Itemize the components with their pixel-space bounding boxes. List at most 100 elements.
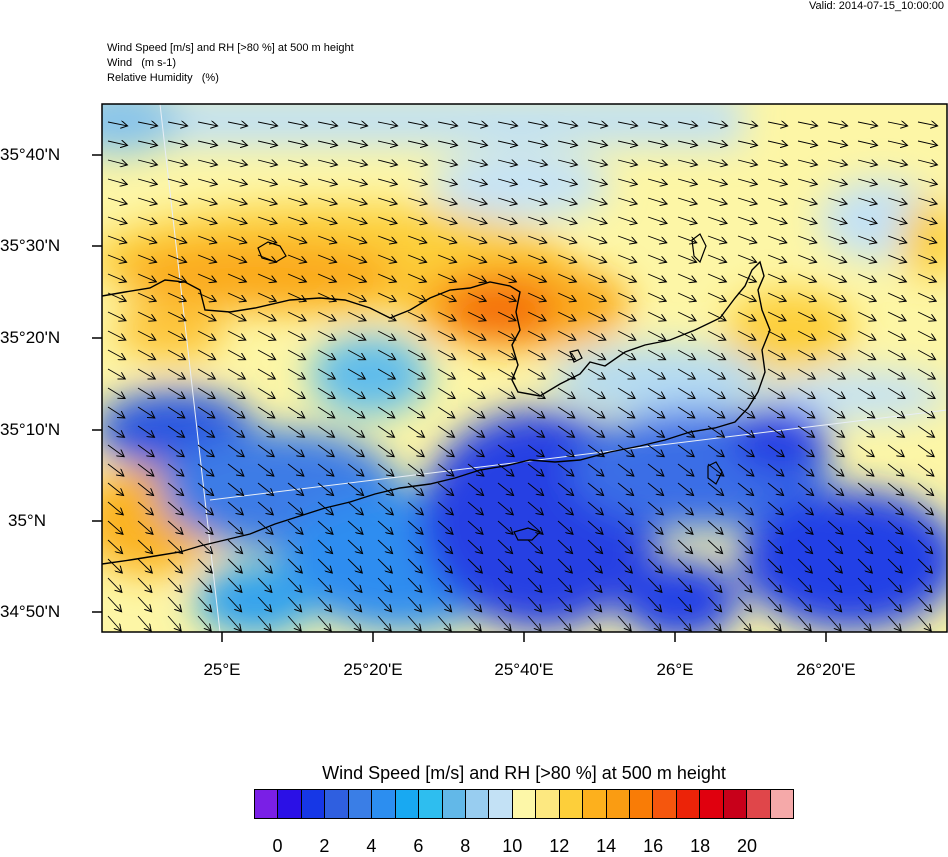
wind-arrow bbox=[767, 425, 785, 437]
wind-arrow bbox=[107, 387, 125, 399]
wind-arrow bbox=[767, 463, 784, 476]
wind-arrow bbox=[467, 558, 482, 573]
wind-arrow bbox=[287, 178, 307, 184]
colorbar-swatch bbox=[676, 790, 701, 818]
wind-arrow bbox=[197, 387, 215, 399]
wind-arrow bbox=[887, 463, 904, 476]
wind-arrow bbox=[557, 406, 575, 418]
colorbar-tick-label: 4 bbox=[366, 836, 377, 856]
wind-arrow bbox=[737, 216, 757, 223]
wind-arrow bbox=[677, 141, 698, 145]
wind-arrow bbox=[887, 122, 908, 126]
colorbar-tick-label: 0 bbox=[272, 836, 283, 856]
wind-arrow bbox=[197, 482, 214, 496]
wind-arrow bbox=[587, 197, 607, 204]
wind-arrow bbox=[587, 387, 605, 399]
wind-arrow bbox=[647, 406, 665, 418]
wind-arrow bbox=[167, 406, 185, 418]
wind-arrow bbox=[467, 197, 487, 204]
wind-arrow bbox=[917, 197, 937, 204]
wind-arrow bbox=[317, 615, 331, 631]
wind-arrow bbox=[737, 178, 757, 184]
graticule-line bbox=[209, 409, 947, 501]
colorbar-swatch bbox=[278, 790, 302, 818]
wind-arrow bbox=[287, 596, 302, 612]
wind-arrow bbox=[857, 330, 876, 340]
wind-arrow bbox=[617, 482, 634, 496]
wind-arrow bbox=[347, 292, 366, 301]
wind-arrow bbox=[767, 235, 787, 243]
wind-arrow bbox=[707, 444, 724, 457]
wind-arrow bbox=[407, 141, 428, 145]
wind-arrow bbox=[557, 482, 574, 496]
wind-arrow bbox=[857, 216, 877, 223]
wind-arrow bbox=[917, 387, 935, 399]
wind-arrow bbox=[497, 520, 513, 534]
wind-arrow bbox=[917, 406, 935, 418]
wind-arrow bbox=[167, 330, 186, 340]
wind-arrow bbox=[617, 273, 636, 282]
wind-arrow bbox=[797, 368, 815, 379]
wind-arrow bbox=[137, 178, 157, 184]
wind-arrow bbox=[707, 122, 728, 126]
wind-arrow bbox=[587, 178, 607, 184]
wind-arrow bbox=[827, 482, 844, 496]
wind-arrow bbox=[467, 178, 487, 184]
wind-arrow bbox=[107, 463, 124, 476]
wind-arrow bbox=[377, 444, 394, 457]
wind-arrow bbox=[197, 254, 217, 262]
wind-arrow bbox=[587, 292, 606, 301]
wind-arrow bbox=[887, 330, 906, 340]
wind-arrow bbox=[257, 330, 276, 340]
wind-arrow bbox=[167, 444, 184, 457]
wind-arrow bbox=[677, 349, 696, 360]
wind-arrow bbox=[467, 387, 485, 399]
wind-arrow bbox=[377, 216, 397, 223]
coastline bbox=[102, 260, 771, 565]
wind-arrow bbox=[797, 330, 816, 340]
wind-arrow bbox=[527, 615, 541, 631]
wind-arrow bbox=[527, 425, 545, 437]
wind-arrow bbox=[557, 349, 576, 360]
wind-arrow bbox=[707, 577, 722, 592]
wind-arrow bbox=[767, 539, 783, 554]
wind-arrow bbox=[677, 558, 692, 573]
colorbar-swatch bbox=[700, 790, 724, 818]
wind-arrow bbox=[407, 311, 426, 321]
lon-label: 25°20'E bbox=[343, 660, 403, 679]
wind-arrow bbox=[317, 463, 334, 476]
wind-arrow bbox=[347, 273, 366, 282]
wind-arrow bbox=[557, 311, 576, 321]
lat-label: 34°50'N bbox=[0, 602, 61, 621]
wind-arrow bbox=[317, 539, 333, 554]
wind-arrow bbox=[197, 463, 214, 476]
wind-arrow bbox=[197, 539, 213, 554]
wind-arrow bbox=[857, 311, 876, 321]
wind-arrow bbox=[137, 216, 157, 223]
wind-arrow bbox=[227, 178, 247, 184]
wind-arrow bbox=[737, 463, 754, 476]
wind-arrow bbox=[737, 615, 751, 631]
wind-arrow bbox=[227, 330, 246, 340]
wind-arrow bbox=[287, 273, 306, 282]
wind-arrow bbox=[677, 463, 694, 476]
wind-arrow bbox=[227, 254, 247, 262]
colorbar-swatch bbox=[301, 790, 326, 818]
wind-arrow bbox=[527, 539, 543, 554]
wind-arrow bbox=[527, 368, 545, 379]
wind-arrow bbox=[407, 520, 423, 534]
wind-arrow bbox=[857, 235, 877, 243]
wind-arrow bbox=[377, 311, 396, 321]
wind-arrow bbox=[377, 539, 393, 554]
wind-arrow bbox=[287, 349, 306, 360]
wind-arrow bbox=[407, 292, 426, 301]
wind-arrow bbox=[917, 520, 933, 534]
wind-arrow bbox=[197, 273, 216, 282]
wind-arrow bbox=[557, 178, 577, 184]
wind-arrow bbox=[587, 216, 607, 223]
wind-arrow bbox=[197, 292, 216, 301]
wind-arrow bbox=[407, 216, 427, 223]
wind-arrow bbox=[137, 387, 155, 399]
wind-arrow bbox=[257, 197, 277, 204]
wind-arrow bbox=[887, 254, 907, 262]
